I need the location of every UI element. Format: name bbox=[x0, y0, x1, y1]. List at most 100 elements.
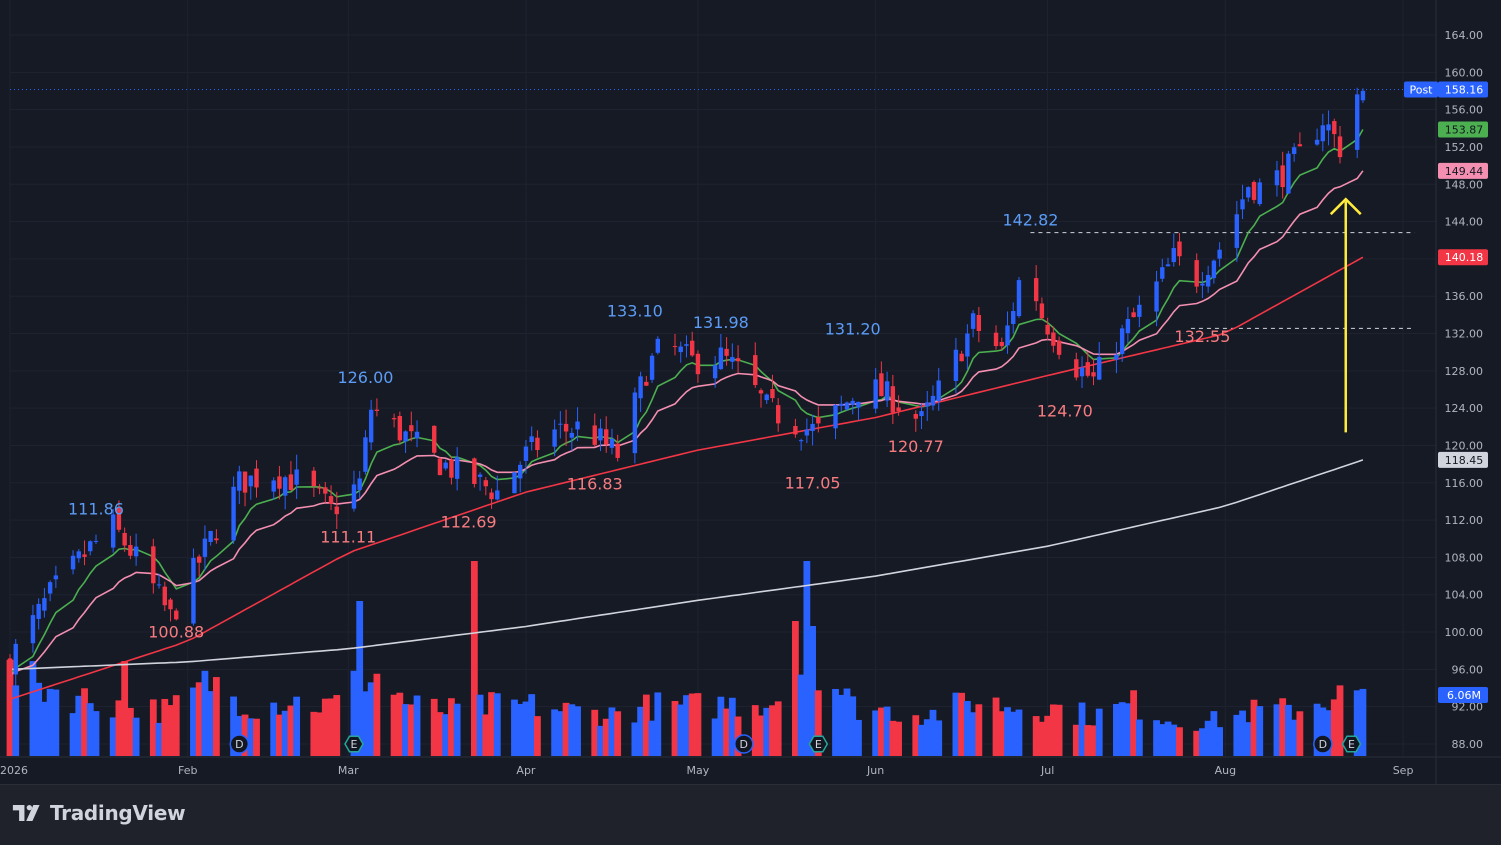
annotation-low: 112.69 bbox=[441, 513, 497, 532]
candle-body bbox=[294, 469, 299, 485]
candle-body bbox=[1326, 124, 1331, 131]
candle-body bbox=[248, 475, 253, 487]
volume-bar bbox=[837, 694, 845, 756]
volume-bar bbox=[201, 670, 209, 756]
candle-body bbox=[414, 431, 420, 439]
volume-bar bbox=[470, 561, 478, 756]
candle-body bbox=[884, 381, 890, 401]
price-axis-tick: 128.00 bbox=[1445, 365, 1484, 378]
volume-bar bbox=[1313, 703, 1321, 756]
candle-body bbox=[254, 468, 259, 488]
candle-body bbox=[690, 340, 695, 356]
time-axis[interactable]: 2026 Feb Mar Apr May Jun Jul Aug Sep bbox=[0, 756, 1501, 777]
candle-body bbox=[1171, 248, 1176, 263]
annotation-low: 111.11 bbox=[320, 527, 376, 546]
volume-bar bbox=[1032, 716, 1040, 756]
volume-bar bbox=[75, 695, 83, 756]
volume-bar bbox=[1210, 711, 1218, 756]
candle-body bbox=[775, 405, 781, 424]
candle-body bbox=[993, 332, 999, 347]
volume-bar bbox=[963, 700, 971, 756]
candle-body bbox=[1291, 147, 1297, 154]
volume-bar bbox=[1078, 702, 1086, 756]
candle-body bbox=[1114, 354, 1119, 360]
annotation-high: 133.10 bbox=[607, 302, 663, 321]
candle-body bbox=[1297, 144, 1303, 147]
candle-body bbox=[1251, 182, 1257, 200]
volume-bar bbox=[642, 694, 650, 756]
price-axis-tick: 96.00 bbox=[1452, 663, 1484, 676]
volume-bar bbox=[402, 704, 409, 756]
event-letter: D bbox=[235, 738, 243, 751]
annotation-low: 116.83 bbox=[567, 474, 623, 493]
candle-body bbox=[122, 532, 127, 546]
volume-bar bbox=[568, 704, 576, 756]
candle-body bbox=[1205, 275, 1211, 287]
volume-bar bbox=[803, 561, 811, 756]
volume-bar bbox=[832, 688, 839, 756]
volume-bar bbox=[149, 699, 157, 756]
volume-bar bbox=[1044, 715, 1052, 756]
candle-body bbox=[30, 615, 36, 644]
volume-bar bbox=[1193, 730, 1201, 756]
volume-bar bbox=[654, 692, 662, 756]
price-chart[interactable]: 111.86 100.88 126.00 111.11 112.69 133.10 116.… bbox=[0, 0, 1501, 784]
candle-body bbox=[816, 417, 821, 424]
volume-bar bbox=[253, 718, 260, 756]
volume-label: 6.06M bbox=[1438, 687, 1488, 703]
price-axis-tick: 116.00 bbox=[1445, 477, 1484, 490]
brand-name: TradingView bbox=[50, 801, 186, 825]
ma-label-ma_50: 140.18 bbox=[1438, 249, 1488, 266]
candle-body bbox=[655, 338, 661, 353]
annotation-high: 131.98 bbox=[693, 313, 749, 332]
candle-body bbox=[1280, 165, 1285, 188]
candle-body bbox=[684, 344, 689, 346]
candle-body bbox=[1079, 367, 1085, 377]
candle-body bbox=[970, 313, 976, 329]
volume-bar bbox=[281, 710, 289, 756]
candle-body bbox=[873, 379, 878, 409]
volume-bar bbox=[1353, 690, 1361, 756]
volume-bar bbox=[671, 700, 679, 756]
tradingview-logo[interactable]: TradingView bbox=[12, 801, 186, 825]
volume-bar bbox=[1090, 725, 1097, 756]
volume-bar bbox=[1095, 708, 1103, 756]
price-axis-tick: 108.00 bbox=[1445, 551, 1484, 564]
ma-label-ema_mid-text: 149.44 bbox=[1445, 165, 1484, 178]
candle-body bbox=[833, 404, 838, 429]
volume-bar bbox=[482, 714, 490, 756]
candle-body bbox=[523, 446, 529, 461]
volume-bar bbox=[29, 661, 37, 756]
volume-bar bbox=[711, 718, 719, 756]
volume-bar bbox=[367, 682, 375, 756]
volume-bars bbox=[6, 561, 1367, 756]
price-axis[interactable]: 88.00 92.00 96.00 100.00 104.00 108.00 112.00 1… bbox=[1435, 0, 1484, 784]
volume-bar bbox=[6, 659, 14, 756]
volume-bar bbox=[1244, 722, 1252, 756]
last-price-tag: Post bbox=[1404, 81, 1438, 98]
volume-bar bbox=[1072, 724, 1080, 756]
volume-bar bbox=[321, 698, 329, 756]
volume-bar bbox=[1359, 688, 1367, 756]
candle-body bbox=[718, 347, 724, 370]
candle-body bbox=[1246, 187, 1251, 198]
volume-bar bbox=[1124, 703, 1132, 756]
price-axis-tick: 148.00 bbox=[1445, 178, 1484, 191]
candle-body bbox=[976, 314, 982, 331]
volume-bar bbox=[728, 697, 736, 756]
candle-body bbox=[323, 487, 328, 494]
candle-body bbox=[1320, 125, 1326, 142]
candle-body bbox=[592, 425, 597, 445]
earnings-icon bbox=[1341, 735, 1362, 753]
time-axis-tick: 2026 bbox=[0, 764, 28, 777]
candle-body bbox=[196, 556, 202, 563]
candle-body bbox=[735, 358, 741, 362]
candle-body bbox=[604, 429, 609, 445]
last-price-label: 158.16 bbox=[1438, 81, 1488, 98]
candle-body bbox=[1160, 267, 1165, 279]
volume-bar bbox=[1199, 728, 1206, 756]
volume-bar bbox=[528, 694, 536, 756]
candle-body bbox=[770, 389, 775, 399]
candle-body bbox=[850, 400, 855, 405]
